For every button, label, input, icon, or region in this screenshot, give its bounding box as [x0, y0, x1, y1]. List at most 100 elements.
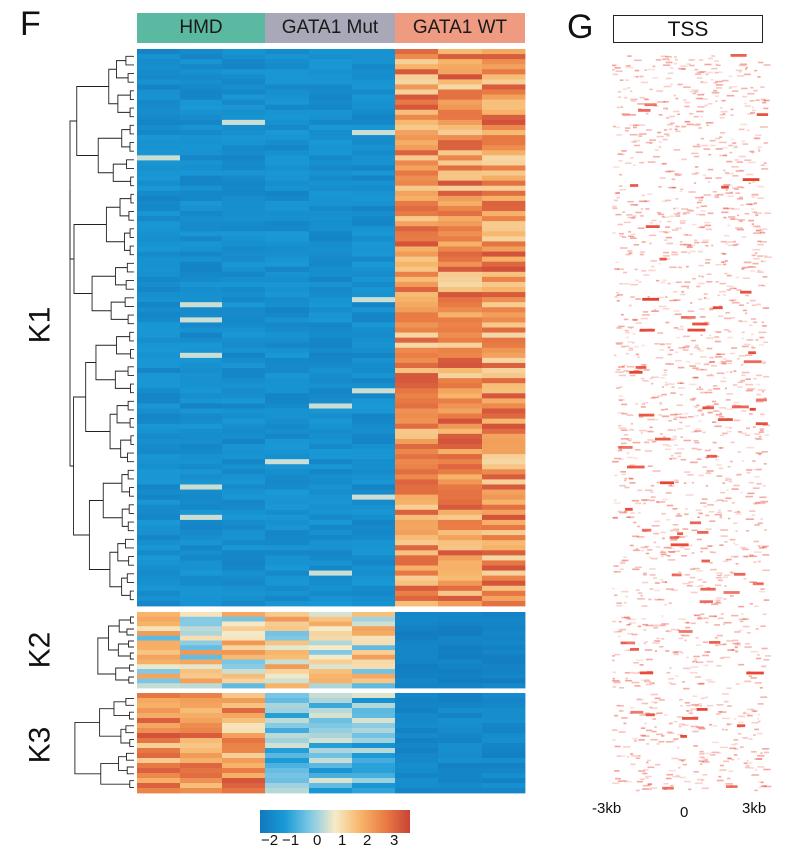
heatmap-cell: [265, 119, 310, 126]
heatmap-cell: [222, 185, 266, 192]
tss-signal-mark: [719, 117, 725, 119]
heatmap-cell: [180, 530, 223, 536]
tss-signal-mark: [630, 100, 637, 102]
tss-signal-mark: [725, 172, 734, 175]
tss-signal-mark: [656, 90, 663, 92]
heatmap-cell: [265, 524, 310, 531]
heatmap-cell: [137, 718, 181, 724]
heatmap-cell: [137, 109, 181, 116]
heatmap-cell: [265, 640, 310, 646]
heatmap-cell: [352, 74, 396, 80]
tss-signal-mark: [612, 207, 618, 210]
tss-signal-mark: [673, 62, 678, 65]
heatmap-cell: [180, 378, 223, 384]
tss-signal-mark: [634, 204, 639, 206]
tss-signal-mark: [654, 520, 661, 523]
tss-signal-mark: [668, 485, 675, 487]
tss-signal-mark: [613, 565, 619, 567]
tss-signal-mark: [680, 704, 683, 707]
tss-signal-mark: [753, 734, 756, 736]
tss-signal-mark: [715, 572, 723, 574]
heatmap-cell: [265, 160, 310, 166]
heatmap-cell: [137, 79, 181, 85]
tss-signal-mark: [727, 224, 731, 227]
tss-signal-mark: [682, 763, 687, 766]
heatmap-cell: [482, 251, 526, 258]
tss-signal-mark: [747, 492, 755, 495]
heatmap-cell: [482, 621, 526, 627]
heatmap-cell: [222, 155, 266, 161]
tss-signal-mark: [612, 232, 616, 234]
heatmap-cell: [137, 332, 181, 339]
heatmap-cell: [180, 519, 223, 526]
heatmap-cell: [137, 474, 181, 480]
heatmap-cell: [265, 464, 310, 470]
heatmap-cell: [137, 469, 181, 475]
heatmap-cell: [395, 69, 439, 75]
heatmap-cell: [265, 418, 310, 425]
dendrogram-branch: [125, 725, 134, 734]
tss-signal-mark: [667, 282, 672, 285]
tss-signal-mark: [715, 643, 718, 646]
tss-signal-mark: [657, 332, 664, 334]
tss-signal-mark: [761, 545, 769, 548]
tss-signal-mark: [625, 438, 633, 440]
tss-signal-mark: [702, 239, 710, 241]
tss-signal-mark: [680, 634, 685, 636]
heatmap-cell: [352, 165, 396, 171]
tss-signal-mark: [640, 406, 646, 408]
tss-signal-mark: [700, 81, 708, 84]
heatmap-cell: [309, 89, 353, 95]
heatmap-cell: [482, 322, 526, 328]
heatmap-cell: [438, 673, 483, 679]
heatmap-cell: [265, 600, 310, 607]
tss-signal-mark: [665, 630, 672, 633]
tss-signal-mark: [749, 324, 753, 327]
dendrogram-branch: [121, 577, 131, 596]
tss-signal-mark: [745, 294, 749, 297]
tss-signal-mark: [639, 664, 644, 666]
tss-signal-mark: [668, 186, 677, 189]
tss-signal-mark: [617, 780, 626, 782]
tss-signal-mark: [612, 678, 615, 680]
heatmap-cell: [222, 205, 266, 212]
heatmap-cell: [137, 312, 181, 318]
heatmap-cell: [265, 489, 310, 495]
heatmap-cell: [137, 170, 181, 176]
tss-signal-mark: [713, 385, 718, 387]
heatmap-cell: [222, 504, 266, 511]
heatmap-cell: [482, 271, 526, 278]
heatmap-cell: [482, 454, 526, 460]
tss-signal-mark: [649, 222, 654, 224]
heatmap-cell: [180, 200, 223, 207]
heatmap-cell: [395, 130, 439, 136]
heatmap-cell: [222, 79, 266, 85]
heatmap-cell: [482, 438, 526, 445]
tss-signal-mark: [663, 604, 668, 606]
heatmap-cell: [222, 489, 266, 495]
tss-signal-mark: [621, 150, 627, 152]
heatmap-cell: [309, 190, 353, 197]
dendrogram-branch: [97, 137, 122, 174]
tss-signal-mark: [670, 413, 678, 416]
heatmap-cell: [265, 317, 310, 323]
tss-signal-mark: [753, 232, 762, 234]
heatmap-cell: [222, 535, 266, 541]
tss-signal-mark: [685, 544, 693, 547]
heatmap-cell: [438, 664, 483, 670]
tss-signal-mark: [614, 474, 618, 477]
tss-signal-mark: [673, 299, 681, 301]
heatmap-cell: [438, 195, 483, 202]
heatmap-cell: [222, 59, 266, 65]
tss-signal-mark: [620, 471, 626, 473]
heatmap-cell: [137, 292, 181, 298]
heatmap-cell: [137, 135, 181, 141]
heatmap-cell: [222, 723, 266, 729]
tss-signal-mark: [632, 319, 638, 321]
tss-signal-mark: [763, 64, 771, 66]
heatmap-cell: [265, 454, 310, 460]
heatmap-cell: [137, 99, 181, 106]
heatmap-cell: [222, 550, 266, 556]
heatmap-cell: [180, 69, 223, 75]
heatmap-cell: [180, 612, 223, 618]
